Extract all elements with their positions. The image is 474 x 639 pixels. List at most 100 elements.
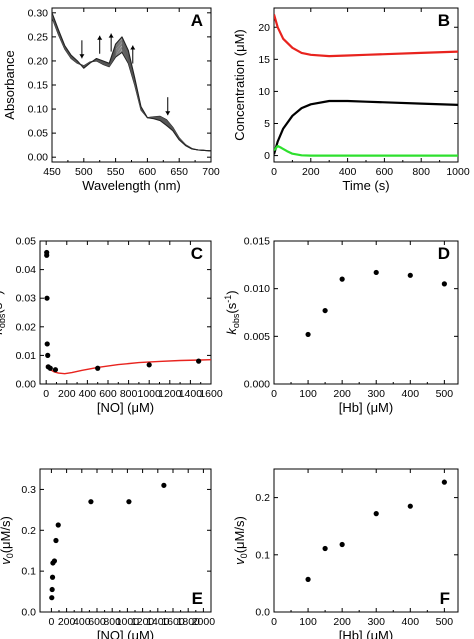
y-tick-label: 0.02 [16,321,37,333]
spectrum-line [52,15,211,152]
x-tick-label: 100 [299,616,317,628]
x-tick-label: 1400 [179,388,203,400]
y-tick-label: 0.2 [255,492,270,504]
x-tick-label: 600 [99,388,117,400]
spectrum-line [52,14,211,152]
x-tick-label: 550 [107,166,125,178]
y-tick-label: 5 [264,118,270,130]
data-point [322,545,328,552]
data-point [339,541,345,548]
data-point [52,367,59,373]
arrow-up-icon [130,45,136,64]
spectrum-line [52,13,211,152]
data-point [45,352,51,358]
data-point [407,272,413,278]
y-axis-label: Absorbance [2,50,17,119]
y-label-sub: 0 [239,553,249,558]
y-label-sub: 0 [5,553,15,558]
plot-area [44,249,211,375]
x-axis-label: [NO] (μM) [97,400,154,415]
x-tick-label: 0 [271,616,277,628]
y-label-close: ) [224,290,239,294]
x-tick-label: 450 [43,166,61,178]
data-point [49,595,55,601]
spectrum-line [52,17,211,152]
series-line-1 [274,99,458,155]
panel-b: 0 200 400 600 800 1000 0 5 10 15 20 Time (s) Concent… [232,7,470,193]
x-tick-label: 1200 [158,388,182,400]
plot-area [49,482,167,601]
y-tick-label: 0.015 [244,236,270,248]
data-point [196,358,202,364]
data-point [44,252,50,258]
y-tick-label: 0.25 [28,31,49,43]
data-point [47,365,53,371]
x-tick-label: 200 [58,616,76,628]
x-tick-label: 300 [367,616,385,628]
spectrum-line [52,12,211,152]
data-point [51,558,58,564]
x-tick-label: 600 [376,166,394,178]
data-point [441,281,447,287]
plot-frame [39,468,212,613]
y-tick-label: 0.000 [244,379,270,391]
x-tick-label: 400 [402,616,420,628]
x-tick-label: 1000 [138,388,162,400]
data-point [407,503,413,509]
data-point [441,479,447,485]
plot-frame [273,240,459,385]
data-point [49,574,56,580]
plot-area [305,479,447,582]
y-tick-label: 0.03 [16,293,37,305]
y-tick-label: 0.04 [16,264,37,276]
y-tick-label: 10 [258,86,270,98]
y-label-sub: obs [231,313,241,328]
y-label-main: k [224,327,239,335]
x-tick-label: 200 [333,388,351,400]
y-label-main: v [232,557,247,565]
y-axis-label: Concentration (μM) [232,29,247,141]
y-tick-label: 0.010 [244,283,270,295]
y-label-unit: (s [0,302,5,313]
arrow-up-icon [97,35,103,54]
spectrum-line [52,16,211,152]
y-label-unit: (s [224,302,239,313]
y-tick-label: 0.3 [21,484,36,496]
x-tick-label: 100 [299,388,317,400]
y-label-sup: -1 [223,295,233,303]
plot-frame [273,7,459,163]
y-tick-label: 20 [258,22,270,34]
y-tick-label: 0.05 [16,236,37,248]
y-tick-label: 0.05 [28,128,49,140]
x-tick-label: 800 [120,388,138,400]
panel-label: A [191,11,203,30]
x-tick-label: 400 [79,388,97,400]
data-point [44,341,50,347]
data-point [305,331,311,338]
spectrum-line [52,14,211,152]
panel-d: 0 100 200 300 400 500 0.000 0.005 0.010 0.015 [Hb]… [223,236,459,415]
y-axis-label: kobs(s-1) [223,290,241,334]
x-tick-label: 1000 [446,166,470,178]
y-tick-label: 0.0 [21,607,36,619]
x-tick-label: 700 [202,166,220,178]
y-label-unit: (μM/s) [0,516,13,553]
x-tick-label: 200 [58,388,76,400]
data-point [126,499,132,505]
x-tick-label: 0 [43,388,49,400]
panel-label: B [438,11,450,30]
x-tick-label: 800 [412,166,430,178]
panel-label: C [191,244,203,263]
plot-frame [51,7,212,163]
x-tick-label: 500 [75,166,93,178]
fit-line [45,359,211,375]
data-point [305,576,311,582]
x-axis-label: [NO] (μM) [97,628,154,639]
x-tick-label: 200 [333,616,351,628]
x-tick-label: 1000 [116,616,140,628]
x-axis-label: Wavelength (nm) [82,178,181,193]
spectrum-line [52,13,211,152]
plot-area [274,14,458,157]
